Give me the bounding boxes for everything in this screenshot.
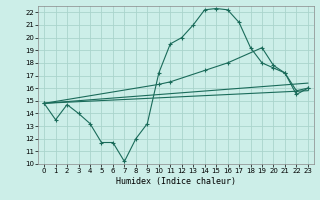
- X-axis label: Humidex (Indice chaleur): Humidex (Indice chaleur): [116, 177, 236, 186]
